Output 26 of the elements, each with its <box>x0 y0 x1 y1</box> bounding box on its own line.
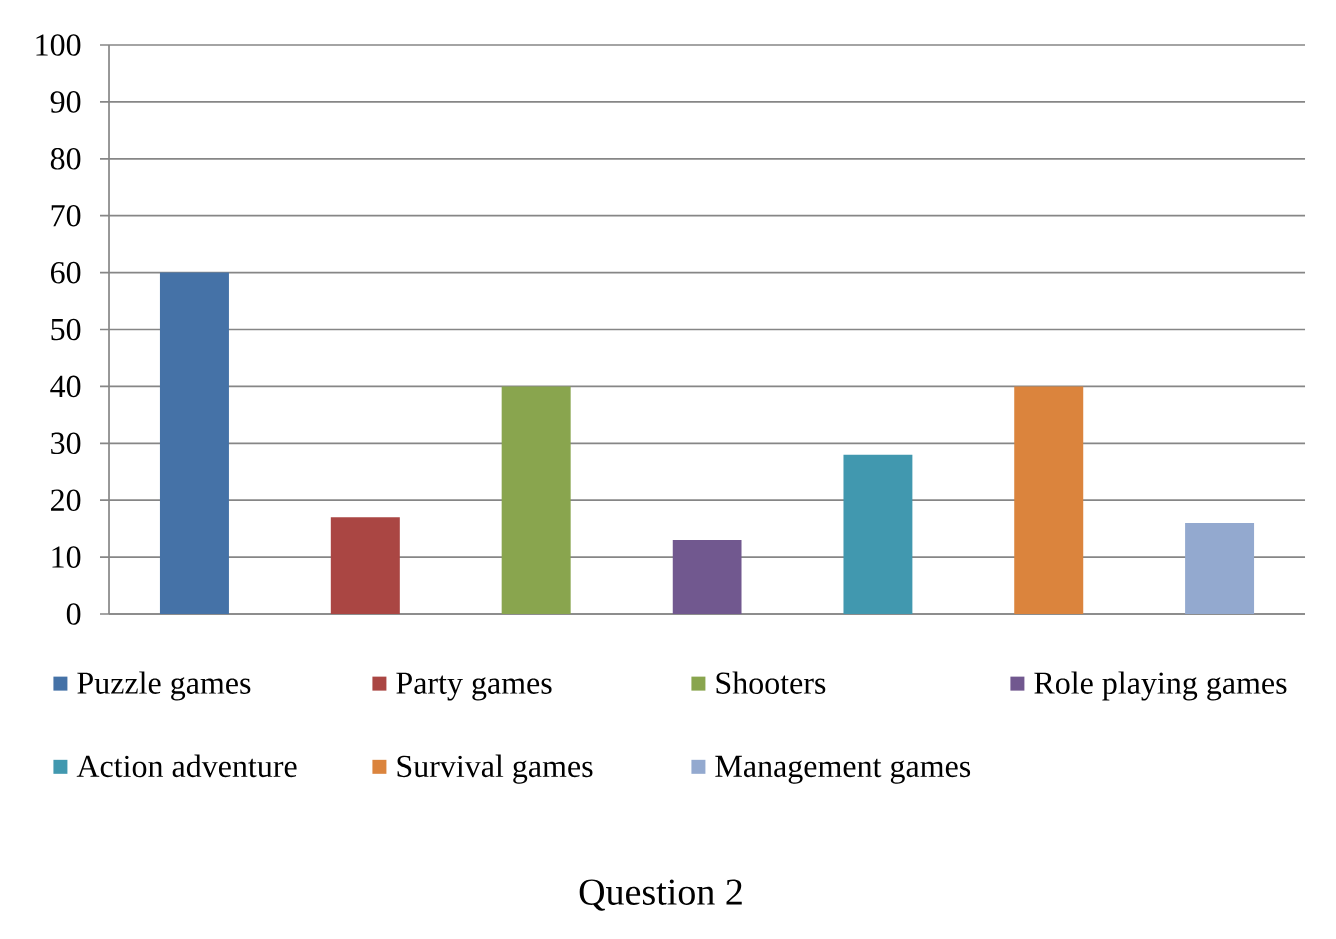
y-tick-label: 40 <box>50 375 81 398</box>
legend-label: Party games <box>396 672 552 701</box>
y-tick-label: 0 <box>66 603 81 625</box>
bar <box>501 386 571 614</box>
bar <box>330 517 400 614</box>
legend-label: Action adventure <box>76 754 297 778</box>
y-tick-label: 80 <box>50 148 81 170</box>
text: Question 2 <box>579 879 742 911</box>
y-tick-label: 30 <box>51 432 81 455</box>
legend-label: Role playing games <box>1034 671 1287 701</box>
bar <box>159 272 229 614</box>
y-tick-label: 60 <box>50 261 81 284</box>
legend-label: Shooters <box>716 671 826 694</box>
bar <box>672 540 742 614</box>
y-tick-label: 20 <box>51 489 81 511</box>
y-tick-label: 10 <box>52 546 81 568</box>
bar <box>1185 522 1255 614</box>
y-tick-label: 70 <box>51 204 81 227</box>
y-tick-label: 50 <box>51 318 81 341</box>
legend-label: Survival games <box>397 754 593 784</box>
bar <box>1014 386 1084 614</box>
bar <box>843 454 913 614</box>
legend-label: Puzzle games <box>77 671 251 701</box>
y-tick-label: 90 <box>50 91 81 113</box>
y-tick-label: 100 <box>36 34 81 56</box>
legend-label: Management games <box>715 755 971 784</box>
